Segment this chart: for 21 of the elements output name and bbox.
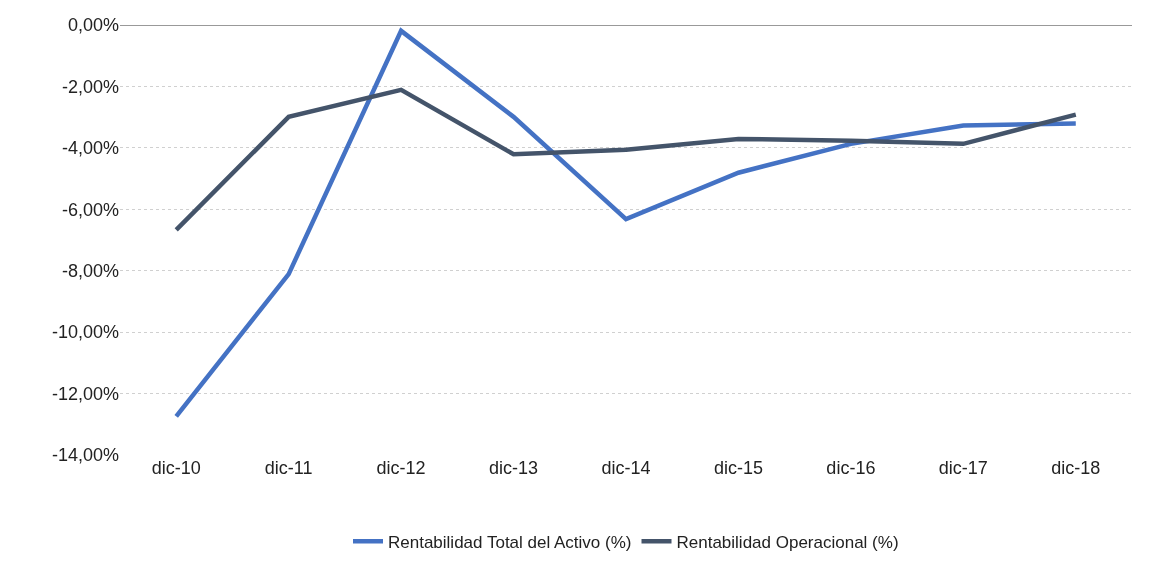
y-tick-label: -14,00% bbox=[51, 445, 119, 466]
x-tick-label: dic-11 bbox=[264, 458, 313, 478]
x-tick-label: dic-10 bbox=[151, 458, 201, 478]
y-tick-label: -8,00% bbox=[61, 261, 119, 282]
x-tick-label: dic-15 bbox=[713, 458, 763, 478]
x-tick-label: dic-16 bbox=[826, 458, 876, 478]
x-tick-label: dic-13 bbox=[489, 458, 539, 478]
y-tick-label: -2,00% bbox=[61, 76, 119, 97]
x-tick-label: dic-14 bbox=[601, 458, 651, 478]
line-series bbox=[173, 87, 1079, 233]
y-tick-label: -4,00% bbox=[61, 138, 119, 159]
y-tick-label: 0,00% bbox=[67, 15, 119, 36]
y-tick-label: -10,00% bbox=[51, 322, 119, 343]
legend-label: Rentabilidad Operacional (%) bbox=[676, 532, 899, 552]
x-tick-label: dic-18 bbox=[1051, 458, 1101, 478]
x-tick-label: dic-12 bbox=[376, 458, 426, 478]
y-tick-label: -12,00% bbox=[51, 383, 119, 404]
line-series bbox=[173, 28, 1079, 419]
legend-label: Rentabilidad Total del Activo (%) bbox=[388, 532, 632, 552]
x-tick-label: dic-17 bbox=[938, 458, 988, 478]
y-tick-label: -6,00% bbox=[61, 199, 119, 220]
